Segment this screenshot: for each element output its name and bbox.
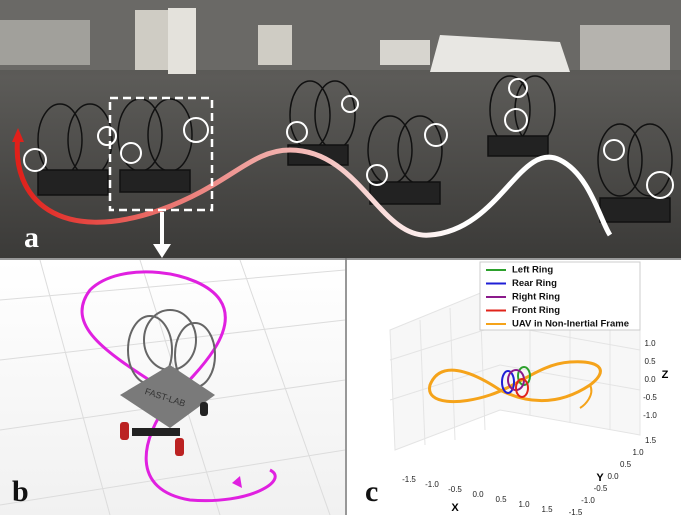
panel-b: FAST-LAB b xyxy=(0,260,345,515)
y-tick-label: 0.0 xyxy=(607,472,619,481)
poster xyxy=(168,8,196,74)
z-tick-label: -0.5 xyxy=(643,393,657,402)
legend-label: Right Ring xyxy=(512,292,560,303)
y-tick-label: 0.5 xyxy=(620,460,632,469)
y-tick-label: -0.5 xyxy=(594,484,608,493)
legend-label: Rear Ring xyxy=(512,278,557,289)
y-tick-label: -1.0 xyxy=(581,496,595,505)
panel-label: c xyxy=(365,475,378,508)
box xyxy=(258,25,292,65)
legend-label: Left Ring xyxy=(512,265,553,276)
x-tick-label: 0.0 xyxy=(472,490,484,499)
z-tick-label: 0.5 xyxy=(644,357,656,366)
y-tick-label: 1.0 xyxy=(632,448,644,457)
x-tick-label: -1.5 xyxy=(402,475,416,484)
y-tick-label: -1.5 xyxy=(569,508,583,515)
net xyxy=(580,25,670,70)
x-tick-label: 1.0 xyxy=(518,500,530,509)
figure: a FAST-LAB b xyxy=(0,0,681,515)
z-tick-label: 1.0 xyxy=(644,339,656,348)
legend-label: UAV in Non-Inertial Frame xyxy=(512,319,629,330)
z-axis-label: Z xyxy=(662,369,669,381)
x-tick-label: -0.5 xyxy=(448,485,462,494)
panel-a: a xyxy=(0,0,681,258)
legend-label: Front Ring xyxy=(512,305,560,316)
panel-label: b xyxy=(12,475,29,508)
x-tick-label: 1.5 xyxy=(541,505,553,514)
y-tick-label: 1.5 xyxy=(645,436,657,445)
x-tick-label: 0.5 xyxy=(495,495,507,504)
net xyxy=(0,20,90,65)
panel-label: a xyxy=(24,221,39,254)
x-tick-label: -1.0 xyxy=(425,480,439,489)
x-axis-label: X xyxy=(451,502,459,514)
box xyxy=(380,40,430,65)
z-tick-label: -1.0 xyxy=(643,411,657,420)
z-tick-label: 0.0 xyxy=(644,375,656,384)
y-axis-label: Y xyxy=(596,472,604,484)
wall xyxy=(0,0,681,70)
